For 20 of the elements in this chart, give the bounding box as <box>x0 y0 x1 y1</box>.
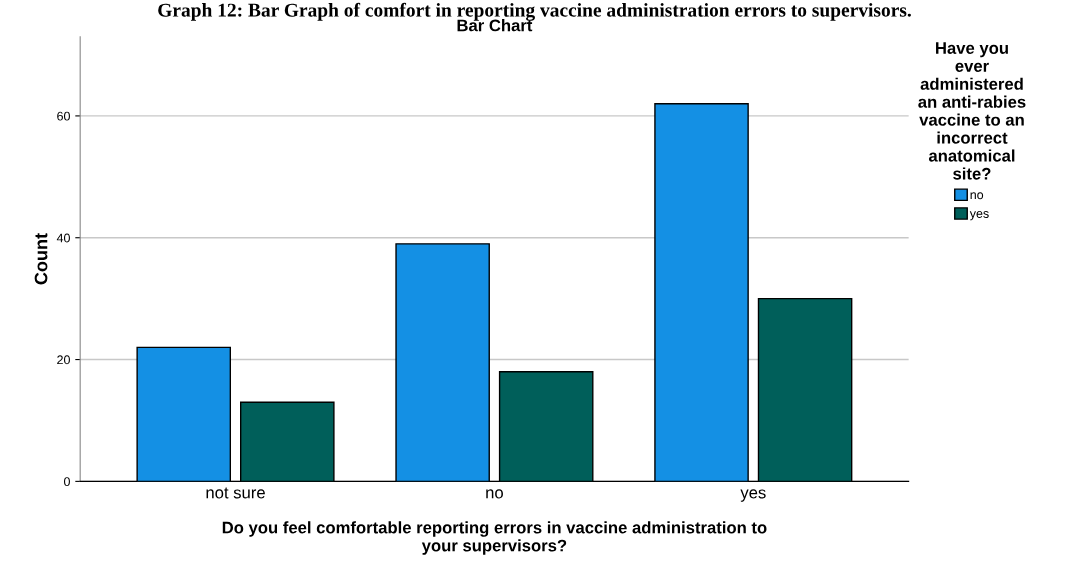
y-tick-label: 0 <box>63 477 70 487</box>
x-axis-title: Do you feel comfortable reporting errors in vaccine administration to your supervisors? <box>222 521 767 555</box>
y-tick-label: 60 <box>57 111 70 121</box>
bar <box>136 346 232 482</box>
chart-title: Bar Chart <box>457 19 533 32</box>
bar <box>498 371 594 482</box>
legend-title: Have you ever administered an anti-rabies vaccine to an incorrect anatomical site? <box>918 42 1026 180</box>
x-tick-label: not sure <box>206 487 265 499</box>
bar <box>395 243 490 482</box>
y-axis-title: Count <box>34 233 48 285</box>
bar <box>654 103 749 482</box>
caption: Graph 12: Bar Graph of comfort in reporting vaccine administration errors to supervisors. <box>158 2 911 21</box>
bar <box>757 297 853 482</box>
y-tick-label: 40 <box>56 233 70 243</box>
x-tick-label: no <box>486 489 503 499</box>
legend-label: yes <box>969 211 989 221</box>
bar <box>239 401 335 482</box>
x-tick-label: yes <box>740 489 766 502</box>
y-tick-label: 20 <box>57 355 70 365</box>
legend-label: no <box>970 192 984 200</box>
